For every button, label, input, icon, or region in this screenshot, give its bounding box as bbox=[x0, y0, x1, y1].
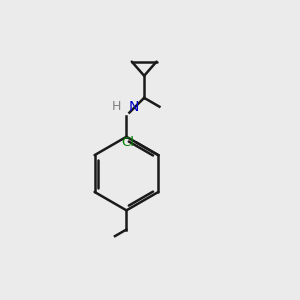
Text: Cl: Cl bbox=[121, 136, 134, 149]
Text: H: H bbox=[112, 100, 121, 113]
Text: N: N bbox=[129, 100, 139, 114]
